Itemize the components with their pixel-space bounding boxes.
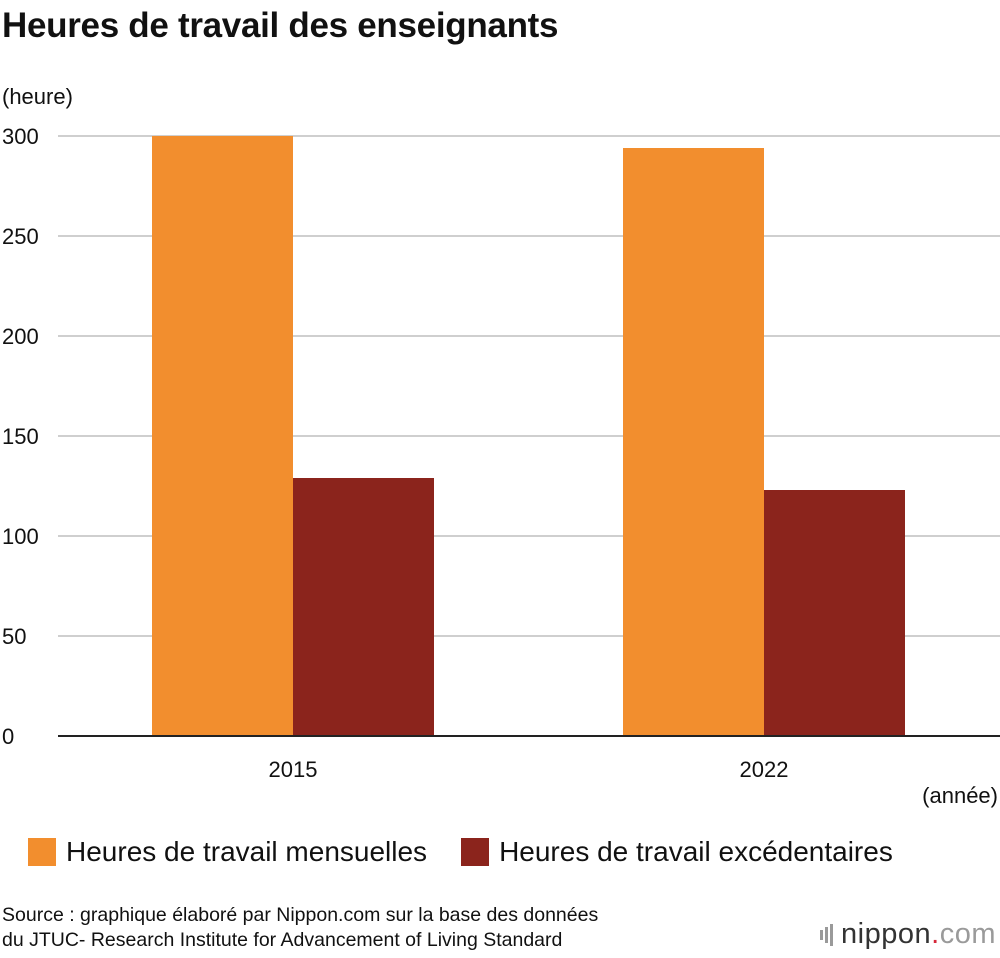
x-tick-labels: 2015 2022	[269, 757, 789, 782]
y-tick-label: 250	[2, 224, 39, 249]
legend: Heures de travail mensuelles Heures de t…	[28, 836, 927, 868]
logo-tld: com	[939, 918, 996, 950]
y-tick-label: 0	[2, 724, 14, 749]
bar-2015-monthly	[152, 136, 293, 736]
x-tick-label: 2022	[740, 757, 789, 782]
y-axis-label: (heure)	[2, 84, 73, 109]
bar-2015-overtime	[293, 478, 434, 736]
y-tick-label: 50	[2, 624, 26, 649]
logo-dot: .	[931, 918, 940, 950]
y-tick-label: 300	[2, 124, 39, 149]
source-line-2: du JTUC- Research Institute for Advancem…	[2, 929, 563, 951]
y-tick-label: 150	[2, 424, 39, 449]
bar-chart: (heure) 0 50 100 150 200 250 300 2015 2022 (ann…	[2, 84, 1000, 808]
legend-swatch-overtime	[461, 838, 490, 866]
logo-bars-icon	[820, 923, 835, 946]
chart-title: Heures de travail des enseignants	[2, 6, 559, 45]
y-tick-label: 100	[2, 524, 39, 549]
legend-item-monthly: Heures de travail mensuelles	[28, 836, 427, 868]
nippon-logo: nippon. com	[820, 918, 996, 951]
bar-2022-monthly	[623, 148, 764, 736]
source-note: Source : graphique élaboré par Nippon.co…	[2, 903, 598, 953]
source-line-1: Source : graphique élaboré par Nippon.co…	[2, 904, 599, 926]
x-tick-label: 2015	[269, 757, 318, 782]
y-tick-label: 200	[2, 324, 39, 349]
x-axis-label: (année)	[922, 783, 998, 808]
legend-label-monthly: Heures de travail mensuelles	[66, 836, 428, 867]
legend-item-overtime: Heures de travail excédentaires	[461, 836, 893, 868]
logo-name: nippon	[841, 918, 932, 950]
legend-swatch-monthly	[28, 838, 56, 866]
bar-2022-overtime	[764, 490, 905, 736]
bars	[152, 136, 905, 736]
legend-label-overtime: Heures de travail excédentaires	[499, 836, 893, 867]
y-tick-labels: 0 50 100 150 200 250 300	[2, 124, 39, 749]
